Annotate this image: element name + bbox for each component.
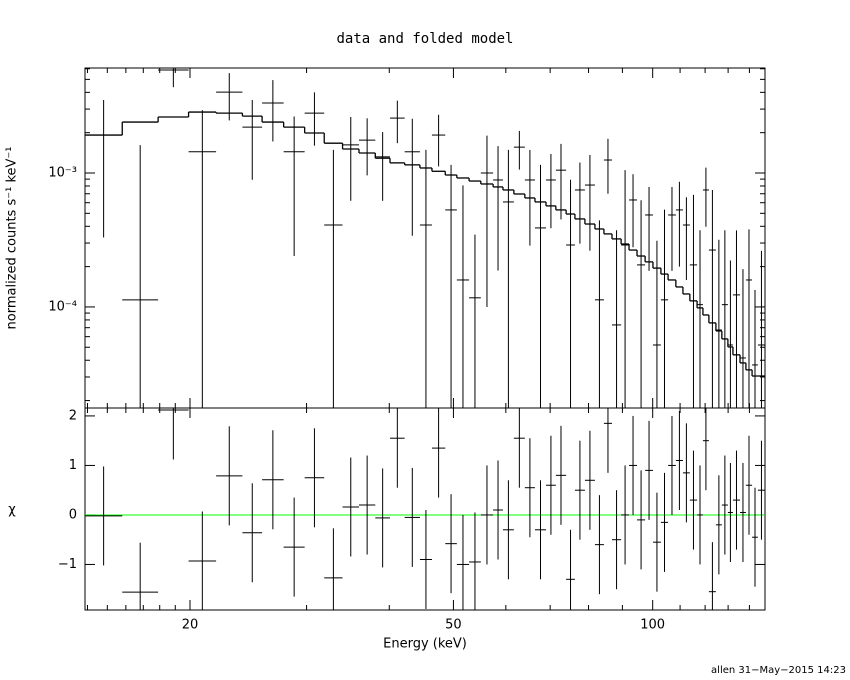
- y-tick-label: 10⁻⁴: [48, 299, 77, 314]
- y-tick-label: −1: [58, 557, 77, 572]
- x-tick-label: 50: [445, 618, 462, 633]
- x-tick-label: 100: [640, 618, 665, 633]
- y-axis-label: normalized counts s⁻¹ keV⁻¹: [5, 147, 20, 330]
- y-tick-label: 10⁻³: [48, 165, 77, 180]
- x-axis-label: Energy (keV): [383, 637, 467, 652]
- y-tick-label: 0: [69, 507, 77, 522]
- y-axis-label: χ: [8, 503, 16, 518]
- chart-title: data and folded model: [336, 31, 513, 47]
- y-tick-label: 1: [69, 458, 77, 473]
- y-tick-label: 2: [69, 408, 77, 423]
- plot-frame: [84, 407, 766, 611]
- footer: allen 31−May−2015 14:23: [711, 665, 846, 676]
- x-tick-label: 20: [182, 618, 199, 633]
